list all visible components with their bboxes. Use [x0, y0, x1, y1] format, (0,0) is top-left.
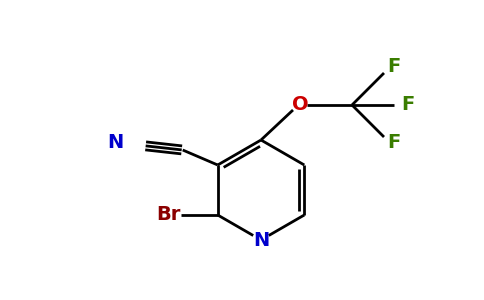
Text: F: F — [387, 58, 401, 76]
Text: O: O — [292, 95, 308, 115]
Text: F: F — [387, 134, 401, 152]
Text: Br: Br — [156, 206, 181, 224]
Text: N: N — [253, 230, 269, 250]
Text: F: F — [401, 95, 415, 115]
Text: N: N — [107, 133, 124, 152]
